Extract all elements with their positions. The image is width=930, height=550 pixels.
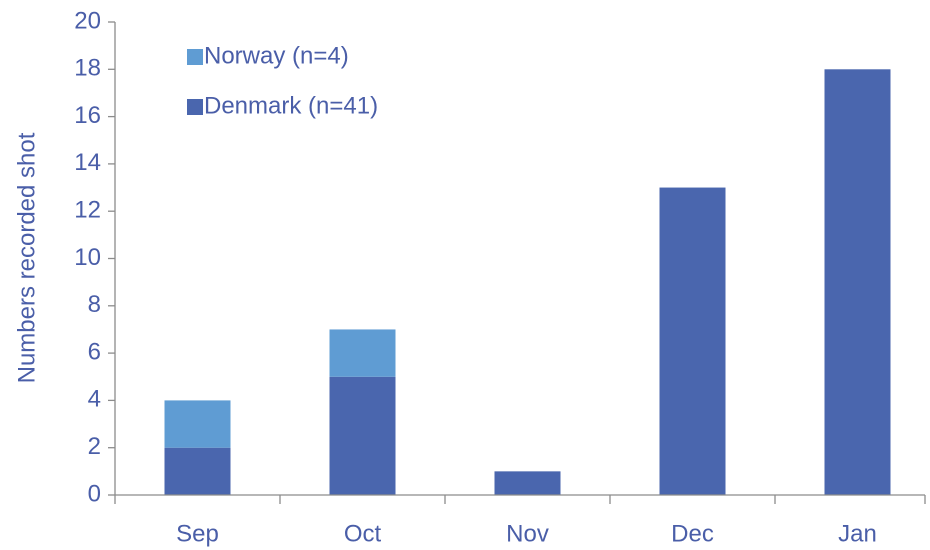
bar-segment bbox=[329, 376, 396, 495]
bar-segment bbox=[824, 69, 891, 496]
legend-label: Denmark (n=41) bbox=[204, 92, 378, 119]
y-tick-label: 2 bbox=[88, 433, 101, 460]
bar-segment bbox=[164, 400, 231, 448]
y-tick-label: 12 bbox=[74, 197, 101, 224]
y-tick-label: 16 bbox=[74, 102, 101, 129]
y-tick-label: 4 bbox=[88, 386, 101, 413]
bar-segment bbox=[494, 471, 561, 495]
y-tick-label: 18 bbox=[74, 55, 101, 82]
x-tick-label: Jan bbox=[838, 520, 877, 547]
y-tick-label: 10 bbox=[74, 244, 101, 271]
bar-segment bbox=[659, 187, 726, 496]
legend-swatch bbox=[187, 99, 203, 115]
y-tick-label: 0 bbox=[88, 480, 101, 507]
legend-swatch bbox=[187, 49, 203, 65]
x-tick-label: Sep bbox=[176, 520, 219, 547]
bar-segment bbox=[329, 329, 396, 377]
y-axis-label: Numbers recorded shot bbox=[13, 132, 40, 383]
legend-label: Norway (n=4) bbox=[204, 42, 349, 69]
y-tick-label: 14 bbox=[74, 149, 101, 176]
y-tick-label: 6 bbox=[88, 338, 101, 365]
x-tick-label: Dec bbox=[671, 520, 714, 547]
y-tick-label: 20 bbox=[74, 7, 101, 34]
x-tick-label: Nov bbox=[506, 520, 549, 547]
y-tick-label: 8 bbox=[88, 291, 101, 318]
bar-segment bbox=[164, 447, 231, 495]
x-tick-label: Oct bbox=[344, 520, 382, 547]
